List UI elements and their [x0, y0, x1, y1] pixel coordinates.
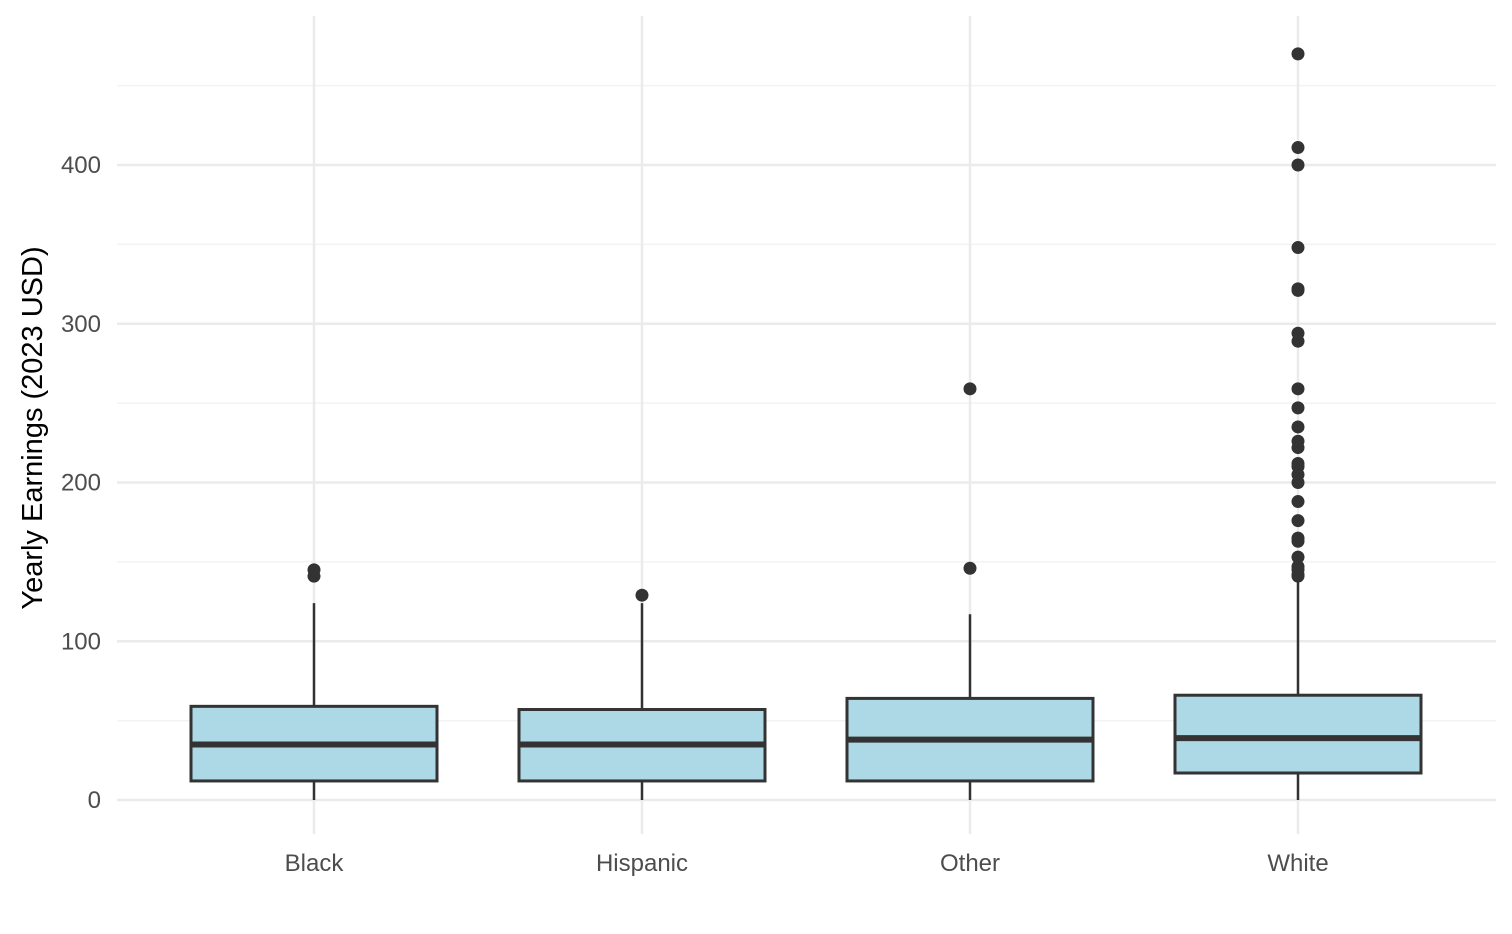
box-series	[189, 47, 1423, 800]
outlier-point	[1291, 531, 1305, 545]
box-hispanic	[517, 588, 767, 800]
outlier-point	[1291, 141, 1305, 155]
x-axis-tick-labels: Black Hispanic Other White	[285, 850, 1329, 877]
outlier-point	[1291, 514, 1305, 528]
y-tick-label: 300	[61, 311, 101, 338]
outlier-point	[1291, 241, 1305, 255]
y-tick-label: 0	[88, 787, 101, 814]
outlier-point	[1291, 495, 1305, 509]
x-tick-label: Hispanic	[596, 850, 688, 877]
outlier-point	[307, 563, 321, 577]
outlier-point	[1291, 401, 1305, 415]
y-tick-label: 100	[61, 628, 101, 655]
outlier-point	[1291, 560, 1305, 574]
outlier-point	[1291, 158, 1305, 172]
outlier-point	[963, 561, 977, 575]
box-white	[1173, 47, 1423, 800]
x-tick-label: Black	[285, 850, 345, 877]
box-black	[189, 563, 439, 800]
outlier-point	[1291, 47, 1305, 61]
y-tick-label: 200	[61, 470, 101, 497]
y-tick-label: 400	[61, 152, 101, 179]
x-tick-label: White	[1267, 850, 1328, 877]
outlier-point	[963, 382, 977, 396]
y-axis-title: Yearly Earnings (2023 USD)	[17, 246, 49, 609]
x-tick-label: Other	[940, 850, 1000, 877]
outlier-point	[1291, 282, 1305, 296]
outlier-point	[1291, 326, 1305, 340]
outlier-point	[1291, 420, 1305, 434]
box-other	[845, 382, 1095, 800]
y-axis-tick-labels: 0 100 200 300 400	[61, 152, 101, 814]
iqr-box	[1173, 693, 1423, 775]
outlier-point	[1291, 456, 1305, 470]
outlier-point	[635, 588, 649, 602]
outlier-point	[1291, 550, 1305, 564]
outlier-point	[1291, 382, 1305, 396]
outlier-point	[1291, 434, 1305, 448]
